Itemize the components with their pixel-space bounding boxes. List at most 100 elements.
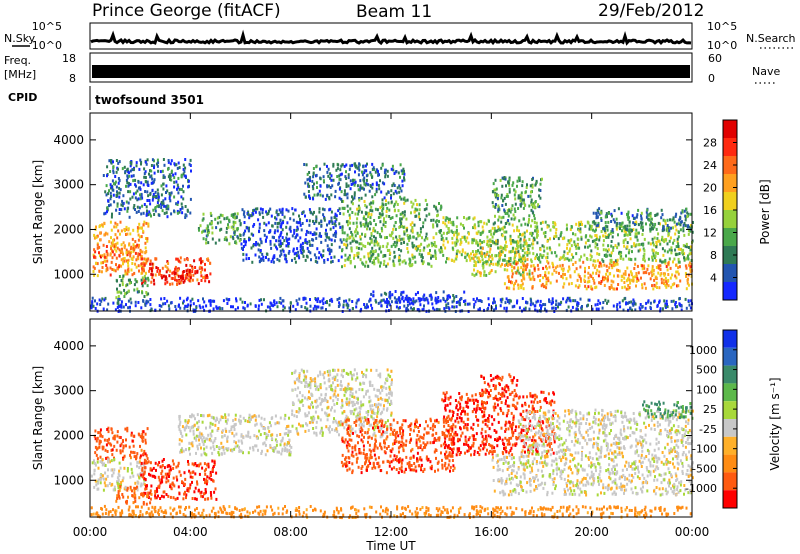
range-cell bbox=[619, 227, 621, 231]
range-cell bbox=[188, 279, 191, 283]
range-cell bbox=[168, 173, 171, 177]
range-cell bbox=[595, 211, 598, 215]
range-cell bbox=[162, 302, 165, 306]
range-cell bbox=[523, 238, 526, 242]
range-cell bbox=[328, 196, 331, 199]
range-cell bbox=[107, 302, 110, 306]
range-cell bbox=[374, 193, 377, 197]
range-cell bbox=[601, 258, 604, 262]
range-cell bbox=[434, 298, 437, 302]
range-cell bbox=[516, 301, 518, 305]
range-cell bbox=[183, 492, 186, 496]
range-cell bbox=[375, 300, 378, 304]
range-cell bbox=[208, 230, 211, 234]
range-cell bbox=[147, 224, 150, 228]
range-cell bbox=[411, 221, 414, 225]
range-cell bbox=[371, 252, 374, 256]
range-cell bbox=[676, 270, 679, 274]
range-cell bbox=[165, 474, 168, 478]
range-cell bbox=[109, 220, 112, 224]
scatter-region bbox=[303, 162, 406, 201]
range-cell bbox=[600, 219, 603, 222]
cpid-value: twofsound 3501 bbox=[95, 93, 204, 107]
range-cell bbox=[201, 495, 204, 499]
range-cell bbox=[329, 172, 332, 176]
range-cell bbox=[143, 471, 146, 475]
range-cell bbox=[552, 306, 555, 310]
range-cell bbox=[420, 297, 423, 301]
range-cell bbox=[675, 253, 678, 257]
range-cell bbox=[259, 249, 262, 252]
range-cell bbox=[147, 213, 150, 217]
range-cell bbox=[531, 219, 534, 223]
range-cell bbox=[676, 237, 679, 241]
range-cell bbox=[315, 232, 318, 236]
range-cell bbox=[509, 234, 512, 238]
range-cell bbox=[145, 237, 147, 240]
range-cell bbox=[523, 255, 526, 259]
range-cell bbox=[562, 255, 564, 259]
range-cell bbox=[248, 420, 251, 424]
range-cell bbox=[369, 236, 372, 240]
range-cell bbox=[108, 240, 111, 244]
range-cell bbox=[135, 164, 138, 168]
range-cell bbox=[110, 443, 113, 447]
range-cell bbox=[369, 220, 372, 224]
range-cell bbox=[547, 271, 550, 275]
range-cell bbox=[566, 251, 569, 255]
range-cell bbox=[172, 467, 175, 470]
range-cell bbox=[365, 205, 368, 209]
range-cell bbox=[500, 216, 503, 220]
range-cell bbox=[481, 246, 484, 250]
range-cell bbox=[506, 194, 509, 198]
range-cell bbox=[154, 308, 157, 312]
range-cell bbox=[442, 231, 445, 235]
range-cell bbox=[226, 216, 229, 220]
range-cell bbox=[594, 264, 597, 268]
range-cell bbox=[489, 229, 492, 233]
range-cell bbox=[313, 253, 316, 257]
scatter-region bbox=[177, 413, 293, 457]
range-cell bbox=[371, 195, 374, 199]
range-cell bbox=[140, 255, 143, 259]
range-cell bbox=[523, 247, 526, 251]
range-cell bbox=[667, 262, 670, 266]
range-cell bbox=[109, 170, 112, 173]
range-cell bbox=[213, 461, 216, 464]
range-cell bbox=[470, 256, 473, 260]
range-cell bbox=[355, 228, 358, 232]
range-cell bbox=[409, 234, 411, 238]
range-cell bbox=[172, 173, 175, 177]
range-cell bbox=[536, 232, 538, 236]
range-cell bbox=[114, 308, 117, 312]
range-cell bbox=[196, 480, 198, 484]
range-cell bbox=[152, 466, 155, 470]
range-cell bbox=[93, 236, 96, 240]
range-cell bbox=[513, 266, 516, 270]
range-cell bbox=[545, 286, 548, 290]
range-cell bbox=[278, 300, 281, 304]
range-cell bbox=[321, 306, 324, 310]
range-cell bbox=[400, 217, 403, 221]
range-cell bbox=[491, 239, 494, 243]
range-cell bbox=[402, 225, 405, 229]
range-cell bbox=[144, 271, 147, 275]
range-cell bbox=[235, 297, 237, 301]
range-cell bbox=[400, 169, 403, 173]
range-cell bbox=[140, 181, 143, 185]
range-cell bbox=[490, 261, 492, 265]
range-cell bbox=[474, 261, 477, 265]
range-cell bbox=[281, 242, 284, 246]
range-cell bbox=[103, 233, 106, 237]
range-cell bbox=[315, 236, 318, 240]
range-cell bbox=[228, 429, 231, 433]
range-cell bbox=[517, 207, 520, 210]
range-cell bbox=[143, 449, 146, 453]
range-cell bbox=[360, 242, 363, 246]
range-cell bbox=[495, 304, 497, 308]
range-cell bbox=[317, 305, 320, 309]
range-cell bbox=[154, 494, 157, 498]
range-cell bbox=[254, 253, 257, 257]
range-cell bbox=[166, 260, 169, 264]
range-cell bbox=[399, 225, 402, 229]
